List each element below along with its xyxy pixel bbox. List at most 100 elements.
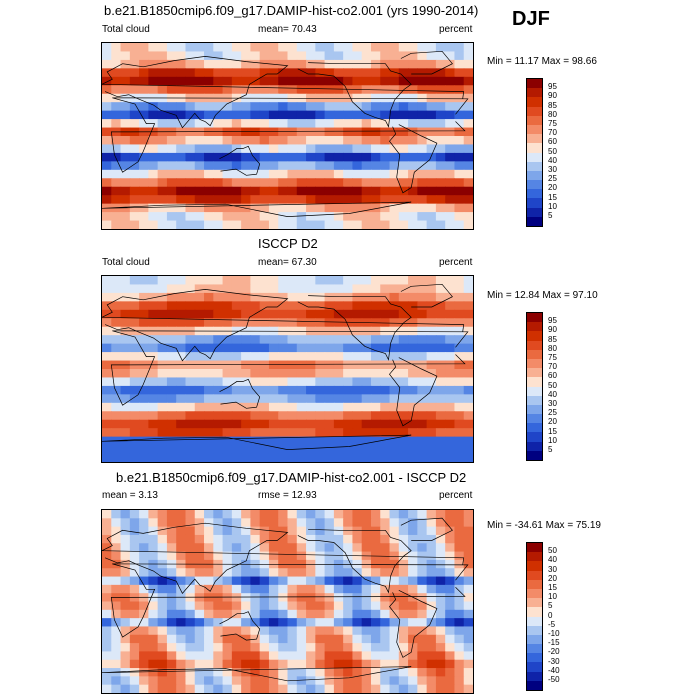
map-cell <box>278 568 289 578</box>
map-cell <box>333 343 344 353</box>
map-cell <box>250 568 261 578</box>
map-cell <box>166 59 177 69</box>
map-cell <box>380 119 391 129</box>
map-cell <box>370 643 381 653</box>
map-cell <box>333 59 344 69</box>
map-cell <box>102 593 112 603</box>
map-cell <box>435 276 446 286</box>
map-cell <box>352 576 363 586</box>
map-cell <box>333 534 344 544</box>
map-cell <box>231 292 242 302</box>
map-cell <box>194 518 205 528</box>
map-cell <box>445 369 456 379</box>
colorbar-swatch <box>527 322 542 332</box>
map-cell <box>408 419 418 429</box>
map-cell <box>408 152 418 162</box>
map-cell <box>370 601 381 611</box>
map-cell <box>315 76 326 86</box>
map-cell <box>194 377 205 387</box>
map-cell <box>426 203 437 213</box>
map-cell <box>333 110 344 120</box>
map-cell <box>157 534 168 544</box>
map-cell <box>166 601 177 611</box>
map-cell <box>129 326 140 336</box>
map-cell <box>120 178 131 188</box>
map-cell <box>204 335 214 345</box>
map-cell <box>176 203 187 213</box>
colorbar-tick-label: 95 <box>548 82 557 92</box>
map-cell <box>408 551 418 561</box>
colorbar-tick-label: 15 <box>548 583 557 592</box>
map-cell <box>111 568 122 578</box>
colorbar-tick-label: -15 <box>548 638 560 648</box>
map-cell <box>380 335 391 345</box>
map-cell <box>361 110 372 120</box>
map-cell <box>287 510 298 519</box>
map-cell <box>157 110 168 120</box>
map-cell <box>222 284 233 294</box>
map-cell <box>463 559 473 569</box>
map-cell <box>278 411 289 421</box>
colorbar-tick-label: 70 <box>548 362 557 372</box>
map-cell <box>426 634 437 644</box>
map-cell <box>352 186 363 196</box>
map-cell <box>408 352 418 362</box>
map-cell <box>296 568 307 578</box>
map-cell <box>287 301 298 311</box>
map-cell <box>194 568 205 578</box>
map-cell <box>343 634 354 644</box>
map-cell <box>111 309 122 319</box>
colorbar-swatch <box>527 152 542 162</box>
map-cell <box>389 668 400 677</box>
map-cell <box>185 110 196 120</box>
map-cell <box>398 411 409 421</box>
map-cell <box>111 676 122 686</box>
map-cell <box>408 394 418 404</box>
map-cell <box>102 178 112 188</box>
map-cell <box>315 419 326 429</box>
colorbar-swatch <box>527 170 542 181</box>
map-cell <box>361 676 372 686</box>
map-cell <box>129 212 140 222</box>
map-cell <box>417 360 428 370</box>
map-cell <box>435 551 446 561</box>
map-cell <box>278 284 289 294</box>
map-cell <box>111 651 122 661</box>
map-cell <box>380 292 391 302</box>
map-cell <box>426 559 437 569</box>
map-cell <box>185 136 196 146</box>
map-cell <box>417 676 428 686</box>
map-cell <box>370 651 381 661</box>
map-cell <box>204 195 214 205</box>
map-cell <box>166 43 177 53</box>
map-cell <box>306 526 316 536</box>
map-cell <box>333 377 344 387</box>
map-cell <box>278 220 289 229</box>
map-cell <box>463 436 473 446</box>
map-cell <box>333 161 344 171</box>
map-cell <box>435 534 446 544</box>
map-cell <box>370 102 381 112</box>
map-cell <box>315 352 326 362</box>
map-cell <box>287 284 298 294</box>
map-cell <box>278 453 289 462</box>
map-cell <box>231 668 242 677</box>
map-cell <box>222 593 233 603</box>
map-cell <box>157 526 168 536</box>
map-field-svg <box>102 510 473 693</box>
map-cell <box>306 659 316 669</box>
map-cell <box>445 119 456 129</box>
map-cell <box>454 127 465 137</box>
map-cell <box>454 428 465 438</box>
map-cell <box>398 59 409 69</box>
map-cell <box>157 212 168 222</box>
map-cell <box>222 534 233 544</box>
map-cell <box>352 534 363 544</box>
map-cell <box>370 68 381 78</box>
map-cell <box>287 85 298 95</box>
map-cell <box>361 195 372 205</box>
map-cell <box>287 518 298 528</box>
map-cell <box>380 453 391 462</box>
map-cell <box>435 411 446 421</box>
map-cell <box>111 369 122 379</box>
